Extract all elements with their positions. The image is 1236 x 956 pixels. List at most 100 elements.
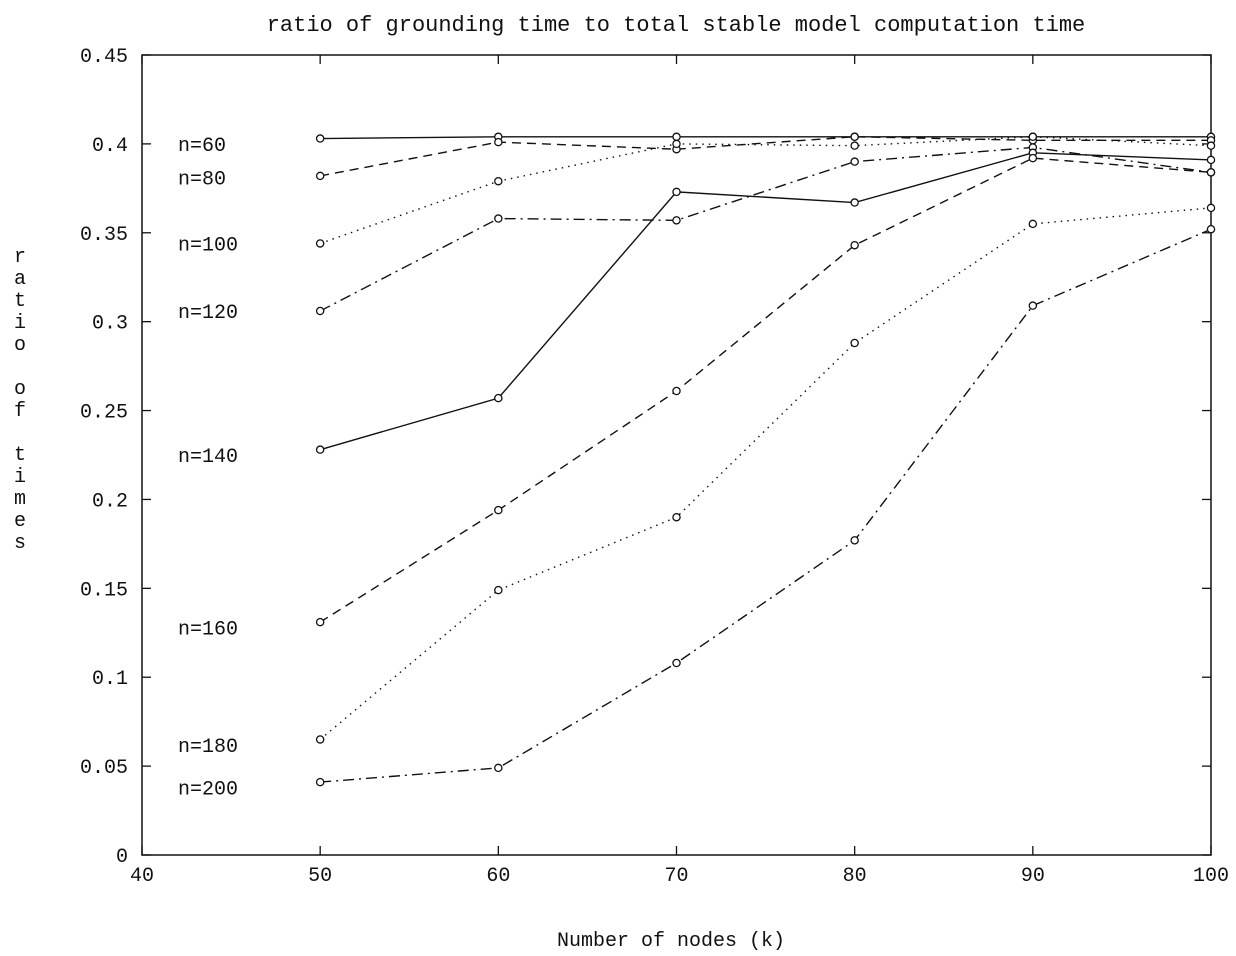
series-line: [320, 136, 1211, 140]
series-line: [319, 152, 1212, 451]
data-point: [315, 777, 325, 787]
data-point: [672, 386, 681, 396]
y-tick-label: 0.25: [80, 402, 128, 425]
data-point: [1028, 301, 1038, 310]
data-point: [1028, 153, 1038, 163]
y-axis-label-char: s: [14, 532, 26, 555]
data-point: [494, 763, 503, 773]
x-tick-label: 80: [843, 865, 867, 888]
series-label: n=200: [178, 778, 238, 801]
series-line: [319, 136, 1212, 245]
data-point: [850, 536, 859, 545]
series-line: [320, 228, 1212, 783]
data-point: [850, 240, 859, 250]
y-axis-label-char: m: [14, 488, 26, 511]
y-axis-label-char: i: [14, 312, 26, 335]
y-tick-label: 0.4: [92, 135, 128, 158]
x-tick-label: 90: [1021, 865, 1045, 888]
data-point: [315, 239, 325, 248]
data-point: [672, 187, 681, 197]
y-axis-label-char: [14, 356, 26, 379]
y-tick-label: 0.1: [92, 668, 128, 691]
data-point: [850, 157, 859, 166]
series-n-200: [315, 224, 1216, 787]
data-point: [672, 512, 681, 522]
data-point: [850, 198, 859, 207]
series-labels: n=60 n=80 n=100 n=120 n=140 n=160 n=180 n=200: [178, 135, 238, 802]
x-tick-label: 40: [130, 865, 154, 888]
y-axis-label-char: [14, 422, 26, 445]
data-point: [672, 132, 681, 142]
series-label: n=120: [178, 302, 238, 325]
y-axis-label-char: f: [14, 400, 26, 423]
data-point: [850, 132, 859, 142]
series-n-160: [315, 153, 1216, 627]
data-point: [1206, 168, 1216, 177]
data-point: [1028, 132, 1038, 142]
x-tick-label: 50: [308, 865, 332, 888]
x-tick-label: 70: [664, 865, 688, 888]
series-line: [319, 157, 1212, 623]
series-layer: [315, 132, 1216, 787]
data-point: [315, 171, 325, 181]
series-label: n=80: [178, 169, 226, 192]
data-point: [494, 585, 503, 595]
series-label: n=180: [178, 736, 238, 759]
data-point: [1206, 141, 1216, 150]
series-n-120: [315, 143, 1216, 316]
y-axis-label-char: o: [14, 334, 26, 357]
y-axis-label-char: t: [14, 290, 26, 313]
series-line: [320, 136, 1211, 177]
chart-title: ratio of grounding time to total stable …: [267, 13, 1086, 38]
series-n-140: [315, 148, 1216, 454]
y-axis-label-char: e: [14, 510, 26, 533]
series-label: n=160: [178, 618, 238, 641]
data-point: [1206, 224, 1216, 234]
series-line: [319, 207, 1212, 740]
y-tick-label: 0.45: [80, 46, 128, 69]
plot-frame: [141, 54, 1212, 856]
data-point: [494, 505, 503, 515]
data-point: [672, 216, 681, 225]
series-line: [319, 146, 1212, 312]
y-tick-label: 0.3: [92, 313, 128, 336]
series-n-100: [315, 132, 1216, 248]
x-tick-label: 100: [1193, 865, 1229, 888]
series-n-80: [315, 132, 1216, 181]
data-point: [672, 658, 681, 668]
data-point: [1206, 203, 1216, 213]
y-axis-label-char: t: [14, 444, 26, 467]
axis-ticks: 40 50 60 70 80 90 100 0 0.05 0.1 0.15 0.2 0.25 0.3 0.3…: [80, 46, 1229, 888]
y-tick-label: 0.2: [92, 490, 128, 513]
y-tick-label: 0.15: [80, 579, 128, 602]
y-tick-label: 0.35: [80, 224, 128, 247]
data-point: [315, 735, 325, 744]
data-point: [494, 214, 503, 223]
data-point: [494, 137, 503, 147]
data-point: [315, 445, 325, 454]
data-point: [494, 393, 503, 403]
data-point: [672, 139, 681, 149]
data-point: [494, 176, 503, 186]
y-axis-label-char: a: [14, 268, 26, 291]
y-tick-label: 0: [116, 846, 128, 869]
data-point: [850, 338, 859, 348]
series-n-60: [315, 132, 1216, 143]
data-point: [850, 141, 859, 150]
y-axis-label-char: i: [14, 466, 26, 489]
series-label: n=60: [178, 135, 226, 158]
series-label: n=100: [178, 234, 238, 257]
y-axis-label-char: r: [14, 246, 26, 269]
data-point: [315, 306, 325, 316]
x-axis-label: Number of nodes (k): [557, 930, 785, 953]
data-point: [1206, 155, 1216, 165]
y-axis-label-char: o: [14, 378, 26, 401]
series-n-180: [315, 203, 1216, 744]
y-tick-label: 0.05: [80, 757, 128, 780]
data-point: [315, 617, 325, 627]
data-point: [315, 134, 325, 143]
data-point: [1028, 219, 1038, 229]
series-label: n=140: [178, 446, 238, 469]
